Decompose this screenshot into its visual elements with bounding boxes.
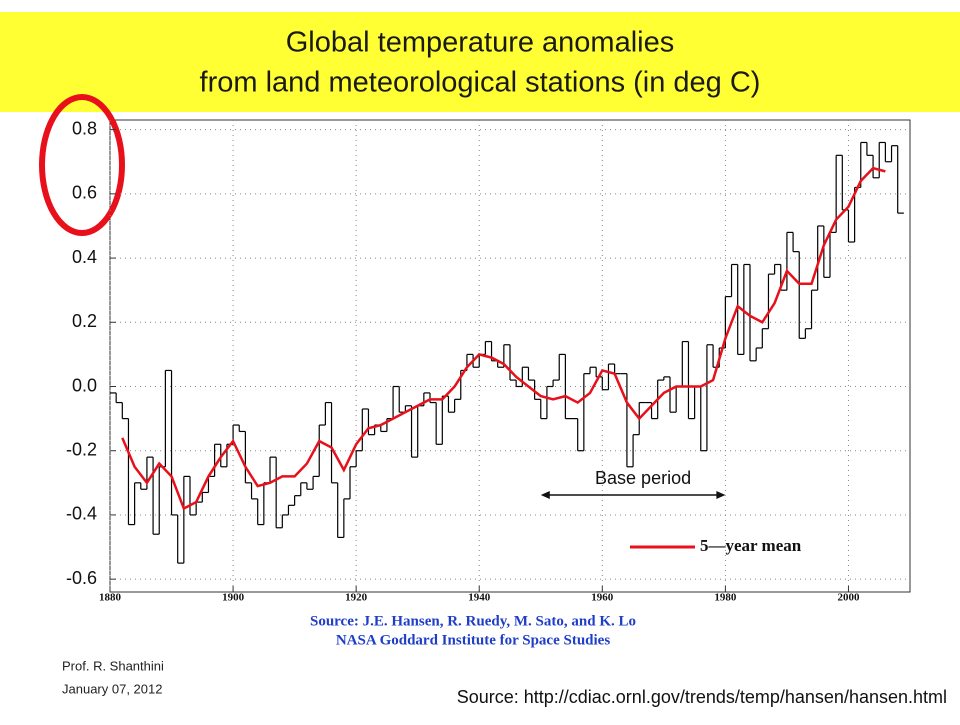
arrow-head	[540, 491, 550, 499]
date: January 07, 2012	[62, 681, 162, 696]
author: Prof. R. Shanthini	[62, 658, 164, 673]
chart-title: Global temperature anomalies	[286, 27, 674, 59]
annotation-label: Base period	[595, 468, 691, 488]
chart-source: NASA Goddard Institute for Space Studies	[336, 632, 611, 648]
highlight-circle	[39, 94, 125, 236]
x-tick-label: 1960	[591, 592, 614, 604]
x-tick-label: 1980	[714, 592, 737, 604]
y-tick-label: -0.4	[66, 504, 97, 524]
title-banner	[0, 12, 960, 112]
y-tick-label: 0.2	[72, 311, 97, 331]
y-tick-label: -0.2	[66, 439, 97, 459]
y-tick-label: 0.8	[72, 118, 97, 138]
chart-title: from land meteorological stations (in de…	[200, 67, 761, 99]
y-tick-label: -0.6	[66, 568, 97, 588]
legend-label: 5—year mean	[700, 536, 802, 555]
arrow-head	[716, 491, 726, 499]
y-tick-label: 0.0	[72, 375, 97, 395]
y-tick-label: 0.6	[72, 183, 97, 203]
page-source: Source: http://cdiac.ornl.gov/trends/tem…	[457, 687, 947, 707]
y-tick-label: 0.4	[72, 247, 97, 267]
x-tick-label: 1940	[468, 592, 491, 604]
x-tick-label: 2000	[837, 592, 860, 604]
x-tick-label: 1900	[222, 592, 245, 604]
x-tick-label: 1880	[99, 592, 122, 604]
mean-line	[121, 166, 886, 511]
x-tick-label: 1920	[345, 592, 368, 604]
chart-source: Source: J.E. Hansen, R. Ruedy, M. Sato, …	[310, 613, 636, 629]
